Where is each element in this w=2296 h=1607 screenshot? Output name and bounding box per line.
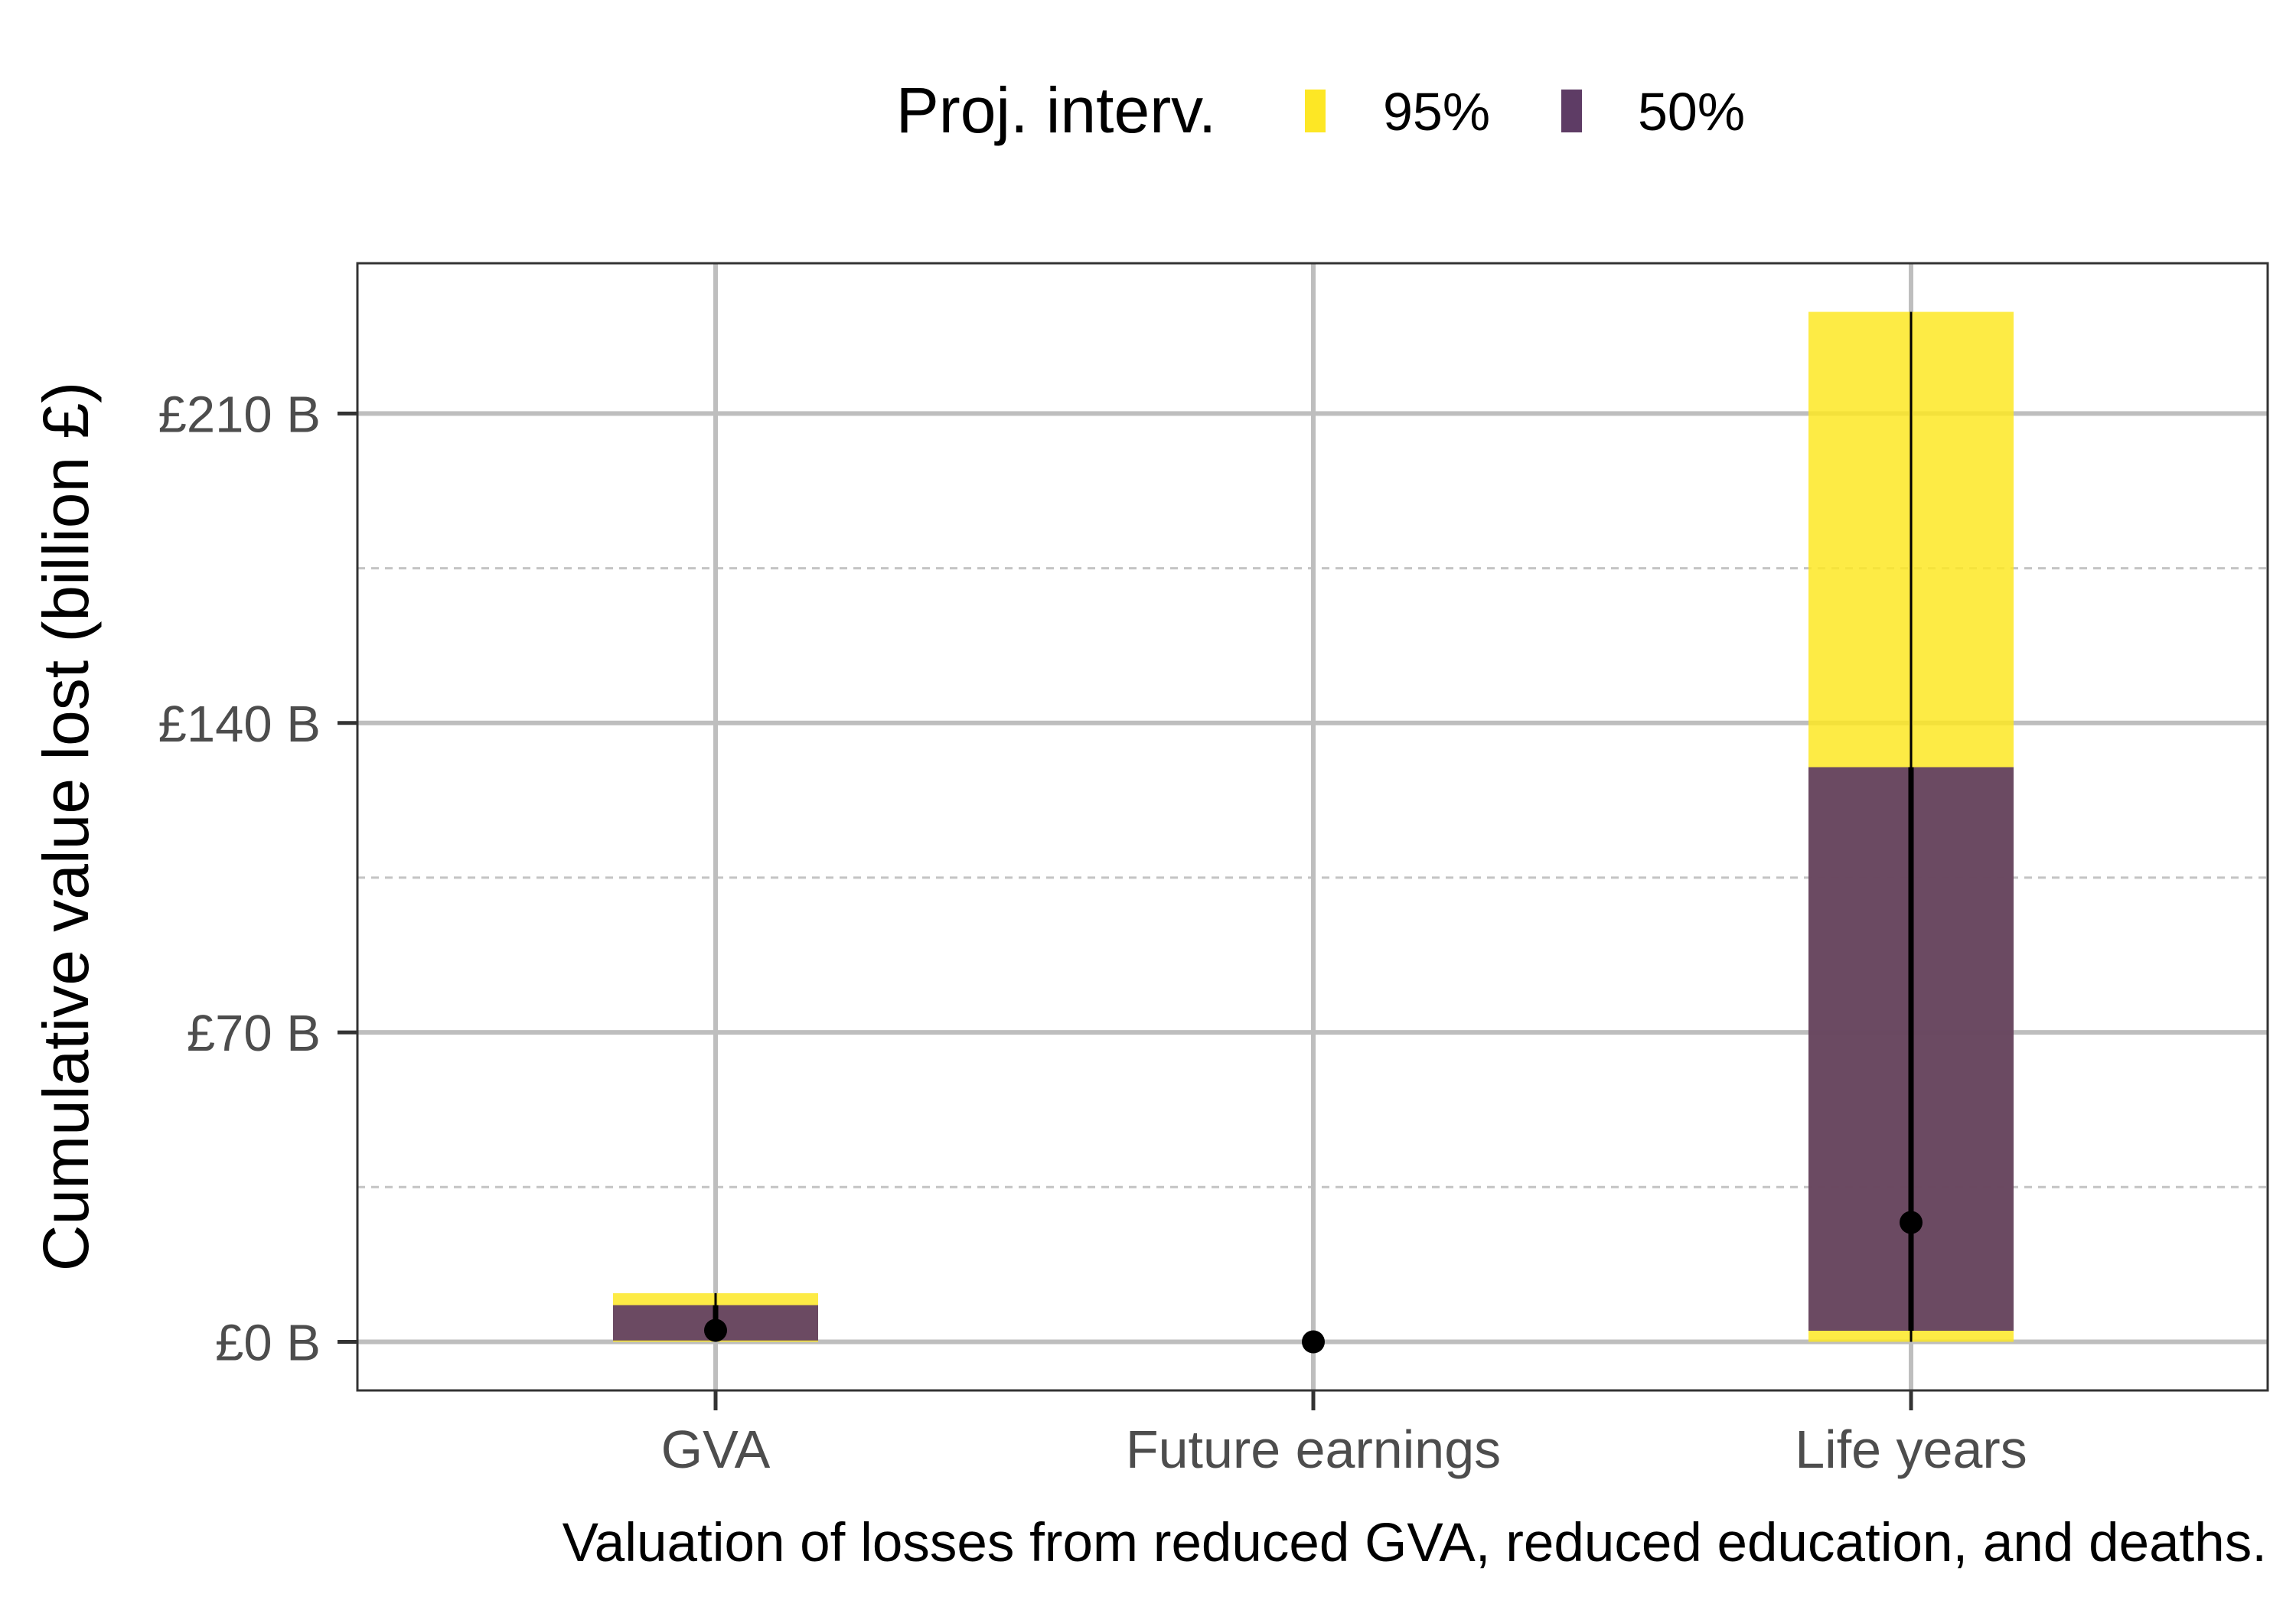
legend: Proj. interv. 95% 50% <box>896 74 1745 146</box>
y-axis: £0 B £70 B £140 B £210 B <box>158 386 357 1371</box>
legend-title: Proj. interv. <box>896 74 1217 146</box>
interval-bars <box>613 311 2014 1354</box>
x-axis: GVA Future earnings Life years <box>661 1390 2027 1479</box>
plot-area: £0 B £70 B £140 B £210 B GVA Future earnings… <box>158 262 2269 1479</box>
x-tick-label: Life years <box>1795 1420 2027 1479</box>
x-axis-title: Valuation of losses from reduced GVA, re… <box>563 1513 2267 1573</box>
y-axis-title: Cumulative value lost (billion £) <box>30 382 102 1272</box>
legend-key-95 <box>1305 90 1326 132</box>
median-point <box>1302 1330 1325 1354</box>
x-tick-label: GVA <box>661 1420 771 1479</box>
legend-key-50 <box>1561 90 1582 132</box>
y-tick-label: £140 B <box>158 696 321 753</box>
legend-label-95: 95% <box>1383 82 1490 142</box>
y-tick-label: £210 B <box>158 386 321 443</box>
legend-label-50: 50% <box>1638 82 1745 142</box>
x-tick-label: Future earnings <box>1126 1420 1501 1479</box>
y-tick-label: £70 B <box>187 1005 321 1062</box>
y-tick-label: £0 B <box>215 1314 321 1371</box>
median-point <box>1900 1211 1923 1234</box>
median-point <box>704 1319 727 1342</box>
